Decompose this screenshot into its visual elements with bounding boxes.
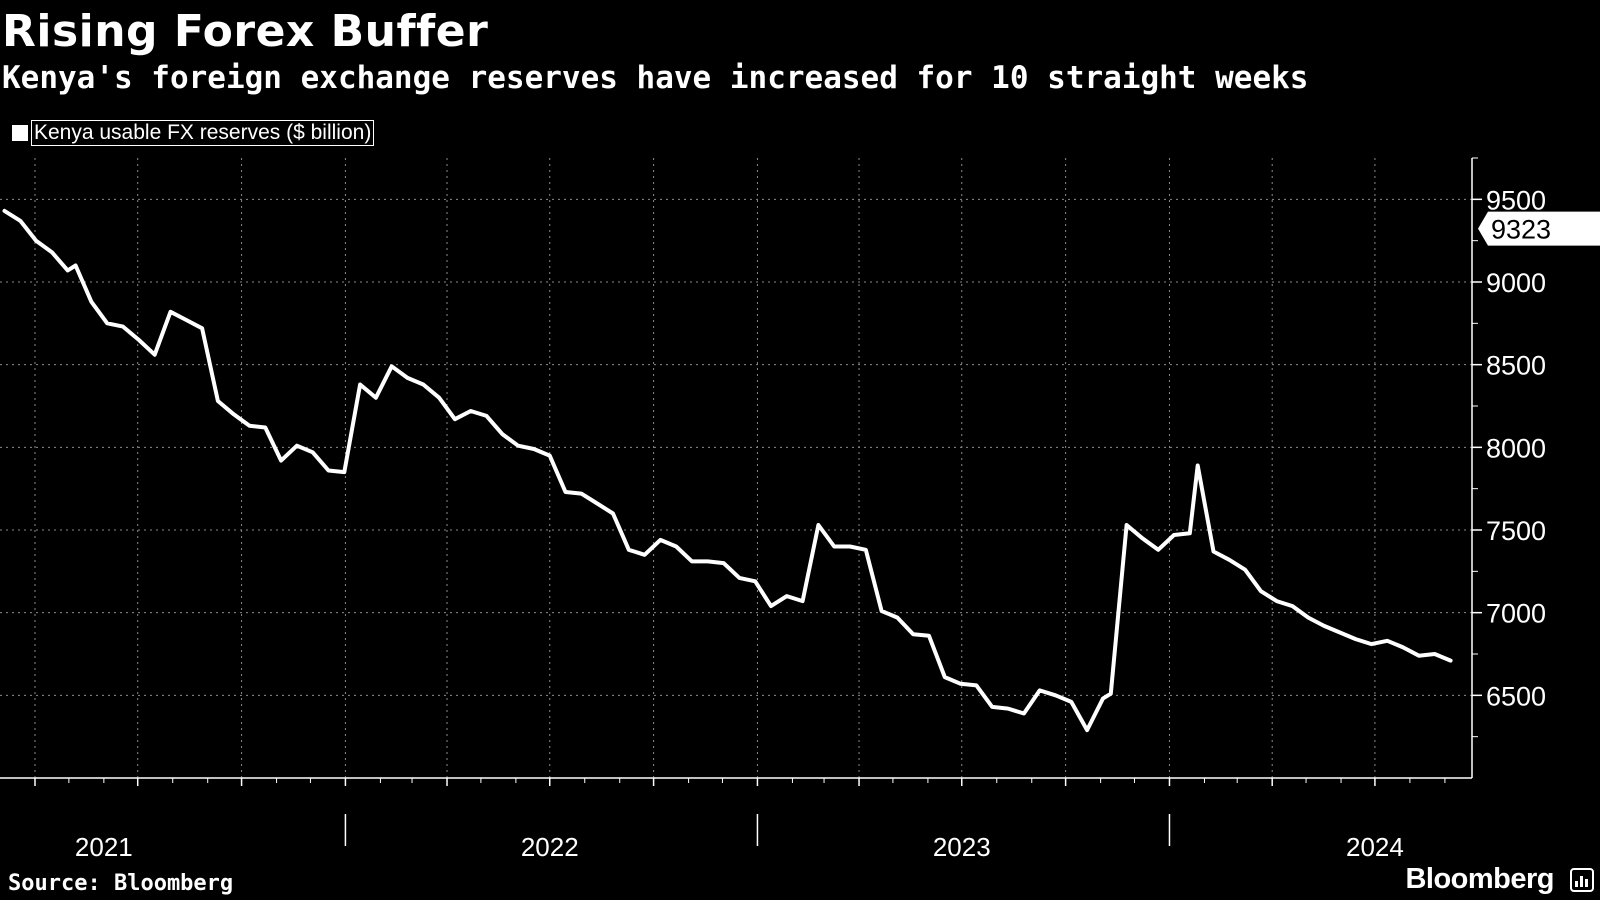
y-tick-label: 9500	[1486, 185, 1546, 215]
x-tick-label: 2023	[933, 832, 991, 862]
y-tick-label: 6500	[1486, 681, 1546, 711]
source-note: Source: Bloomberg	[8, 871, 234, 896]
bloomberg-chart-icon	[1570, 868, 1594, 892]
x-tick-label: 2021	[75, 832, 133, 862]
y-tick-label: 9000	[1486, 268, 1546, 298]
y-tick-label: 8000	[1486, 433, 1546, 463]
chart-subtitle: Kenya's foreign exchange reserves have i…	[2, 60, 1309, 96]
brand-logo: Bloomberg	[1405, 863, 1554, 895]
series-line	[2, 208, 1453, 733]
legend-swatch	[12, 125, 28, 141]
y-tick-label: 7500	[1486, 516, 1546, 546]
legend: Kenya usable FX reserves ($ billion)	[12, 120, 375, 146]
x-tick-label: 2022	[521, 832, 579, 862]
y-tick-label: 8500	[1486, 351, 1546, 381]
last-value-label: 9323	[1491, 215, 1551, 245]
chart-title: Rising Forex Buffer	[2, 6, 489, 57]
x-tick-label: 2024	[1346, 832, 1404, 862]
last-value-callout	[1478, 211, 1600, 246]
legend-label: Kenya usable FX reserves ($ billion)	[31, 120, 375, 146]
y-tick-label: 7000	[1486, 599, 1546, 629]
